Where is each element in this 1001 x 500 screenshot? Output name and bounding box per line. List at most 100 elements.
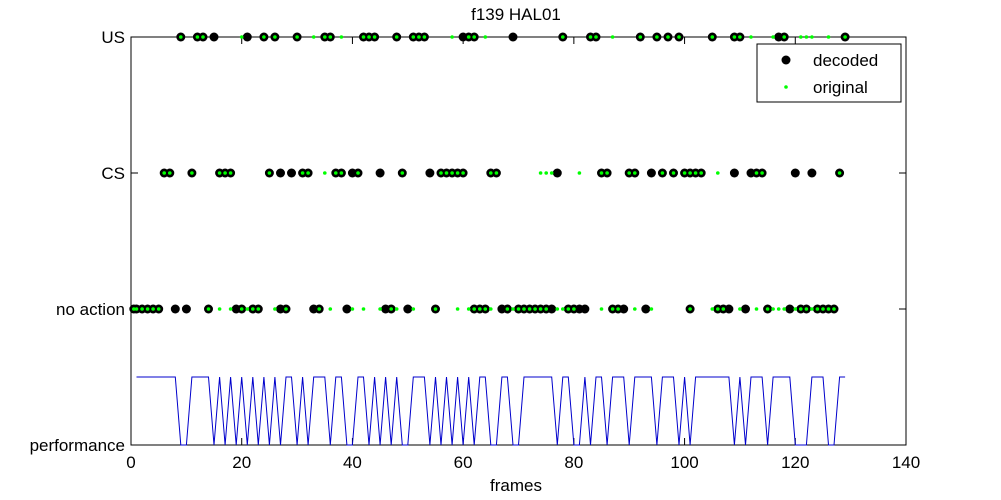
original-point-no-action xyxy=(140,307,144,311)
original-point-us xyxy=(422,35,427,39)
original-point-us xyxy=(195,35,200,39)
original-point-no-action xyxy=(145,307,150,311)
original-point-cs xyxy=(339,171,344,175)
original-point-no-action xyxy=(489,307,493,311)
original-point-cs xyxy=(162,171,166,175)
original-point-us xyxy=(239,35,244,39)
original-point-no-action xyxy=(284,307,288,311)
y-tick-label: no action xyxy=(56,300,125,319)
y-tick-label: US xyxy=(101,28,125,47)
x-tick-label: 0 xyxy=(126,453,135,472)
original-point-no-action xyxy=(151,307,155,311)
original-point-no-action xyxy=(328,307,333,311)
original-point-us xyxy=(666,35,670,39)
original-point-us xyxy=(394,35,399,39)
x-axis-label: frames xyxy=(490,476,542,495)
original-point-cs xyxy=(605,171,609,175)
original-point-cs xyxy=(660,171,665,175)
original-point-no-action xyxy=(555,307,560,311)
original-point-us xyxy=(655,35,659,39)
decoded-point-no-action xyxy=(170,304,180,314)
original-point-us xyxy=(749,35,753,39)
original-point-no-action xyxy=(754,307,759,311)
decoded-point-cs xyxy=(425,168,435,178)
original-point-cs xyxy=(190,171,194,175)
original-point-cs xyxy=(699,171,703,175)
original-point-us xyxy=(273,35,277,39)
original-point-us xyxy=(804,35,809,39)
decoded-point-no-action xyxy=(342,304,352,314)
original-point-us xyxy=(328,35,333,39)
decoded-point-no-action xyxy=(181,304,191,314)
original-point-no-action xyxy=(472,307,477,311)
original-point-us xyxy=(638,35,643,39)
original-point-us xyxy=(483,35,488,39)
original-point-cs xyxy=(223,171,227,175)
decoded-point-cs xyxy=(276,168,285,178)
original-point-no-action xyxy=(217,307,222,311)
original-point-no-action xyxy=(505,307,510,311)
decoded-point-no-action xyxy=(580,304,590,314)
original-point-us xyxy=(323,35,327,39)
x-tick-label: 20 xyxy=(232,453,251,472)
decoded-point-cs xyxy=(646,168,656,178)
x-tick-label: 140 xyxy=(892,453,920,472)
original-point-cs xyxy=(168,171,172,175)
original-point-no-action xyxy=(522,307,526,311)
decoded-point-cs xyxy=(729,168,739,178)
original-point-no-action xyxy=(815,307,820,311)
original-point-us xyxy=(466,35,471,39)
original-point-cs xyxy=(267,171,272,175)
original-point-us xyxy=(588,35,593,39)
original-point-us xyxy=(295,35,299,39)
original-point-no-action xyxy=(394,307,399,311)
original-point-no-action xyxy=(610,307,615,311)
original-point-us xyxy=(361,35,366,39)
original-point-no-action xyxy=(765,307,770,311)
original-point-no-action xyxy=(256,307,261,311)
original-point-cs xyxy=(577,171,582,175)
original-point-us xyxy=(372,35,377,39)
original-point-no-action xyxy=(527,307,532,311)
original-point-no-action xyxy=(649,307,654,311)
original-point-cs xyxy=(494,171,499,175)
decoded-point-us xyxy=(242,32,252,42)
original-point-no-action xyxy=(245,307,250,311)
original-point-no-action xyxy=(132,307,136,311)
original-point-no-action xyxy=(572,307,576,311)
original-point-cs xyxy=(455,171,460,175)
chart-title: f139 HAL01 xyxy=(471,5,561,24)
original-point-no-action xyxy=(533,307,537,311)
legend: decoded original xyxy=(756,43,902,103)
decoded-point-us xyxy=(209,32,219,42)
original-point-no-action xyxy=(810,307,814,311)
original-point-us xyxy=(411,35,416,39)
original-point-cs xyxy=(754,171,759,175)
legend-marker-original xyxy=(784,85,788,89)
original-point-cs xyxy=(444,171,449,175)
original-point-no-action xyxy=(633,307,637,311)
legend-label-original: original xyxy=(813,78,868,97)
original-point-no-action xyxy=(455,307,460,311)
x-tick-label: 100 xyxy=(670,453,698,472)
decoded-point-us xyxy=(508,32,518,42)
original-point-cs xyxy=(633,171,637,175)
original-point-no-action xyxy=(826,307,831,311)
original-point-no-action xyxy=(544,307,548,311)
original-point-us xyxy=(367,35,371,39)
original-point-no-action xyxy=(688,307,692,311)
original-point-no-action xyxy=(721,307,726,311)
x-tick-label: 40 xyxy=(343,453,362,472)
original-point-no-action xyxy=(516,307,521,311)
performance-line xyxy=(136,376,846,446)
original-point-no-action xyxy=(738,307,742,311)
original-point-us xyxy=(201,35,205,39)
original-point-us xyxy=(179,35,183,39)
decoded-point-no-action xyxy=(403,304,413,314)
original-point-no-action xyxy=(317,307,322,311)
original-point-no-action xyxy=(483,307,488,311)
original-point-no-action xyxy=(538,307,543,311)
original-point-cs xyxy=(549,171,554,175)
original-point-no-action xyxy=(350,307,355,311)
